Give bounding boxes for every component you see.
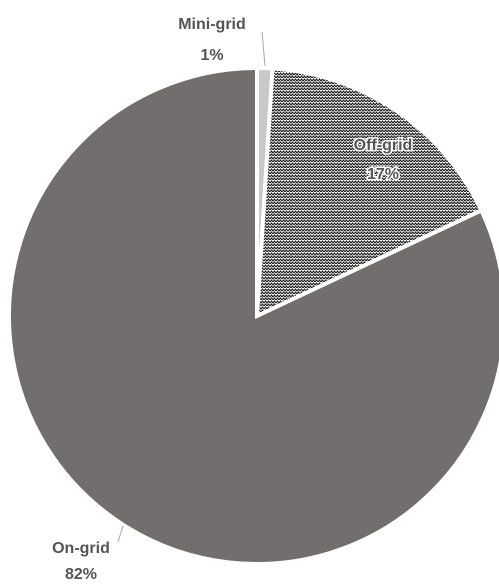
label-mini-grid: Mini-grid bbox=[178, 16, 246, 33]
pie-slice-off-grid bbox=[254, 66, 485, 320]
label-off-grid: Off-grid bbox=[354, 137, 413, 154]
leader-line-on-grid bbox=[117, 525, 124, 543]
pie-slice-on-grid bbox=[7, 65, 499, 566]
leader-line-mini-grid bbox=[261, 31, 266, 67]
slice-labels: Mini-grid 1% Off-grid 17% On-grid 82% bbox=[52, 16, 414, 583]
value-off-grid: 17% bbox=[367, 166, 399, 183]
label-on-grid: On-grid bbox=[52, 540, 110, 557]
leader-lines bbox=[117, 31, 266, 543]
value-on-grid: 82% bbox=[65, 566, 97, 583]
value-mini-grid: 1% bbox=[200, 47, 223, 64]
pie-slices bbox=[7, 65, 499, 566]
